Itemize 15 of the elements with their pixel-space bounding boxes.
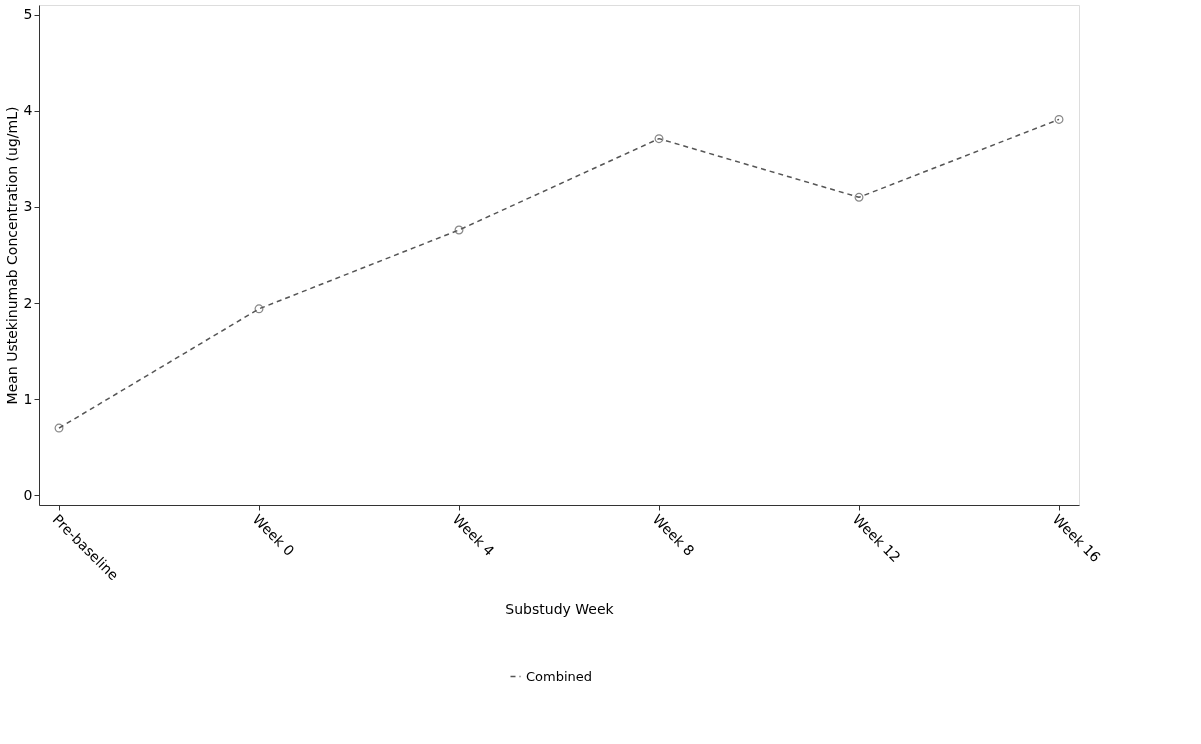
y-tick-label: 4 [23,102,33,119]
x-axis-title: Substudy Week [505,601,615,618]
y-tick-label: 2 [23,294,33,311]
point [454,225,464,235]
point [254,304,264,314]
point [54,423,64,433]
y-tick-label: 0 [23,486,33,503]
y-axis-title: Mean Ustekinumab Concentration (ug/mL) [3,106,20,405]
y-tick-label: 5 [23,6,33,23]
y-tick-label: 1 [23,390,33,407]
y-tick-label: 3 [23,198,33,215]
legend-label: Combined [526,668,593,684]
point [854,192,864,202]
point [1054,114,1064,124]
point [654,134,664,144]
